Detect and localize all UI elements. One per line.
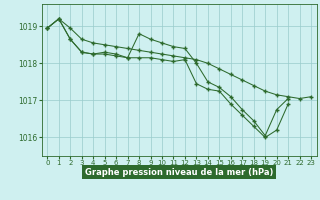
X-axis label: Graphe pression niveau de la mer (hPa): Graphe pression niveau de la mer (hPa) [85, 168, 273, 177]
